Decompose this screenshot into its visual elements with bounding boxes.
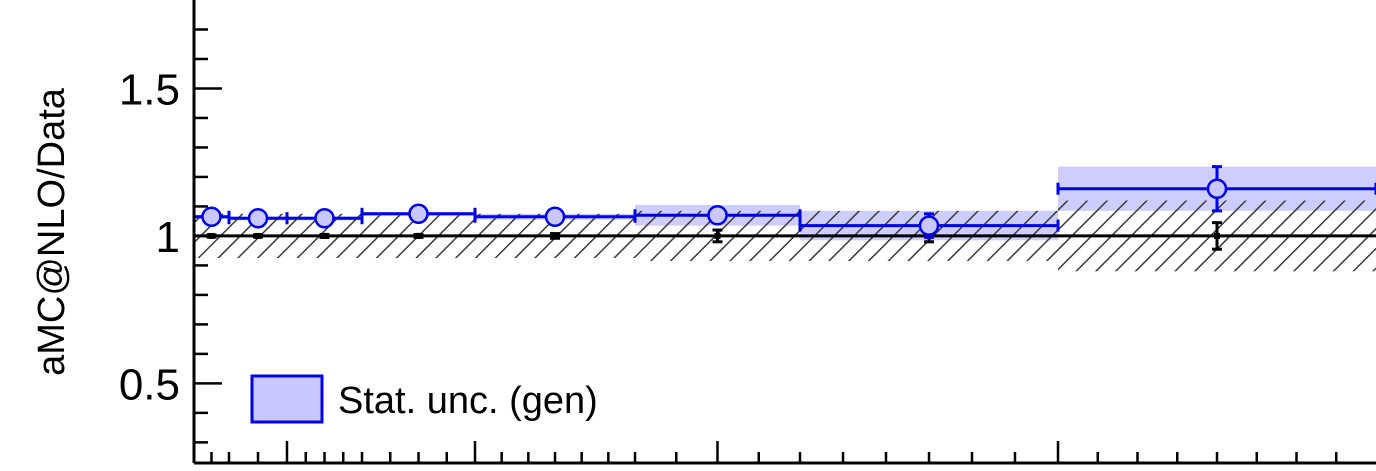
legend: Stat. unc. (gen) [250, 374, 598, 424]
mc-point [314, 207, 335, 229]
data-point [1214, 232, 1220, 239]
data-point [415, 232, 422, 239]
mc-point [707, 205, 728, 226]
legend-label: Stat. unc. (gen) [338, 380, 598, 422]
y-tick-label: 1 [156, 213, 180, 262]
data-point [714, 232, 721, 239]
y-axis-label: aMC@NLO/Data [31, 87, 73, 376]
legend-swatch [250, 374, 324, 424]
mc-ratio-series [194, 165, 1376, 239]
mc-point [544, 206, 566, 228]
mc-point [1206, 178, 1228, 199]
mc-point [408, 203, 429, 225]
data-point [255, 232, 261, 239]
y-tick-label: 1.5 [119, 65, 180, 114]
mc-point [247, 207, 269, 229]
mc-point [201, 206, 222, 228]
plot-area [194, 165, 1376, 272]
x-axis-ticks [210, 441, 1338, 463]
y-tick-label: 0.5 [119, 360, 180, 409]
mc-point [918, 215, 940, 236]
data-point [321, 232, 328, 239]
data-point [552, 232, 558, 239]
y-axis-ticks: 0.5 1 1.5 [119, 28, 222, 444]
